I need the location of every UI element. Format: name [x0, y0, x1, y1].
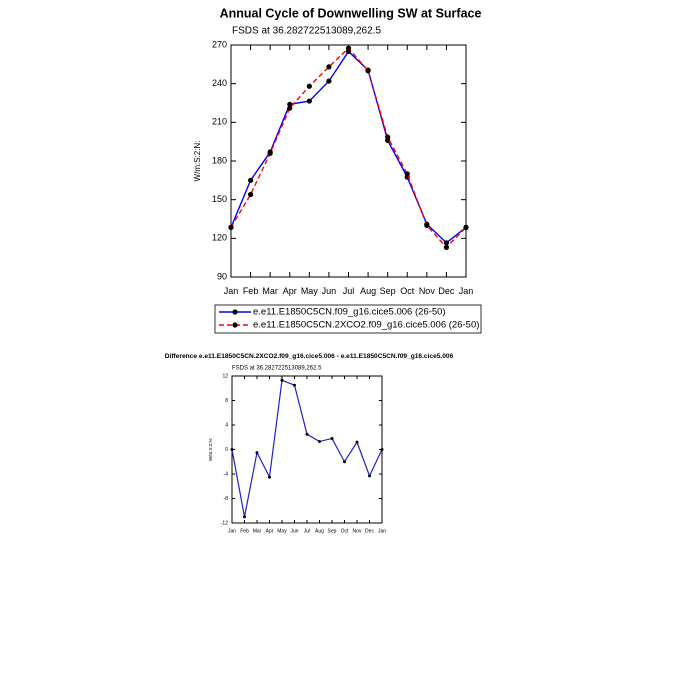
x-tick-label: Apr: [266, 528, 274, 534]
x-tick-label: Oct: [341, 528, 349, 534]
chart-title: Annual Cycle of Downwelling SW at Surfac…: [220, 6, 482, 20]
data-point: [268, 475, 271, 479]
data-point: [287, 105, 293, 111]
chart-subtitle: FSDS at 36.282722513089,262.5: [232, 26, 381, 37]
x-tick-label: Jul: [343, 286, 355, 296]
y-axis-label: W/m:S:2:N:: [193, 141, 202, 182]
legend-label: e.e11.E1850C5CN.f09_g16.cice5.006 (26-50…: [253, 307, 446, 318]
x-tick-label: Jun: [322, 286, 337, 296]
x-tick-label: Mar: [262, 286, 278, 296]
x-tick-label: Jan: [224, 286, 239, 296]
data-point: [443, 240, 450, 246]
y-tick-label: -4: [224, 471, 229, 477]
data-point: [280, 378, 284, 382]
data-point: [243, 515, 246, 519]
y-tick-label: 12: [222, 373, 228, 379]
x-tick-label: Oct: [400, 286, 415, 296]
y-tick-label: 240: [212, 78, 227, 88]
y-tick-label: 8: [225, 398, 228, 404]
data-point: [463, 224, 469, 230]
y-tick-label: 0: [225, 447, 228, 453]
data-point: [247, 191, 254, 198]
data-point: [318, 440, 321, 444]
series-line: [231, 379, 383, 517]
y-tick-label: 4: [225, 422, 228, 428]
data-point: [287, 101, 293, 107]
legend-label: e.e11.E1850C5CN.2XCO2.f09_g16.cice5.006 …: [253, 320, 479, 331]
data-point: [443, 244, 450, 250]
data-point: [326, 64, 332, 70]
x-tick-label: Jan: [459, 286, 474, 296]
x-tick-label: Dec: [365, 528, 374, 534]
x-tick-label: Jun: [290, 528, 298, 534]
x-tick-label: Aug: [360, 286, 376, 296]
data-point: [385, 134, 391, 140]
data-point: [404, 171, 410, 177]
x-tick-label: Nov: [353, 528, 362, 534]
x-tick-label: Sep: [380, 286, 396, 296]
data-point: [326, 78, 332, 84]
data-point: [267, 150, 273, 156]
data-point: [424, 222, 430, 229]
x-tick-label: Mar: [253, 528, 262, 534]
x-tick-label: Dec: [438, 286, 455, 296]
y-tick-label: 90: [217, 271, 227, 281]
data-point: [368, 474, 371, 478]
x-tick-label: Jan: [378, 528, 386, 534]
data-point: [365, 68, 371, 74]
x-tick-label: May: [277, 528, 287, 534]
x-tick-label: Feb: [240, 528, 249, 534]
data-point: [355, 440, 359, 444]
data-point: [230, 448, 234, 451]
x-tick-label: Nov: [419, 286, 436, 296]
legend-marker: [232, 322, 238, 328]
y-tick-label: 270: [212, 39, 227, 49]
data-point: [306, 83, 312, 89]
chart-title: Difference e.e11.E1850C5CN.2XCO2.f09_g16…: [165, 353, 454, 360]
y-axis-label: W/m:S:2:N:: [208, 438, 213, 461]
data-point: [305, 432, 309, 436]
y-tick-label: 150: [212, 194, 227, 204]
x-tick-label: Sep: [328, 528, 337, 534]
series-line: [230, 50, 467, 244]
legend-box: [214, 304, 482, 334]
x-tick-label: Feb: [243, 286, 259, 296]
x-tick-label: Jul: [304, 528, 310, 534]
data-point: [330, 436, 334, 440]
y-tick-label: 180: [212, 155, 227, 165]
series-line: [230, 47, 467, 249]
y-tick-label: -8: [224, 496, 229, 502]
data-point: [380, 448, 384, 451]
y-tick-label: 120: [212, 233, 227, 243]
y-tick-label: 210: [212, 117, 227, 127]
x-tick-label: Apr: [283, 286, 297, 296]
data-point: [228, 224, 234, 230]
data-point: [343, 460, 346, 464]
legend-marker: [232, 309, 238, 315]
x-tick-label: Aug: [315, 528, 324, 534]
data-point: [345, 45, 352, 51]
chart-subtitle: FSDS at 36.282722513089,262.5: [232, 366, 322, 372]
data-point: [247, 177, 254, 183]
x-tick-label: May: [301, 286, 319, 296]
data-point: [293, 383, 296, 387]
x-tick-label: Jan: [228, 528, 236, 534]
y-tick-label: -12: [221, 520, 228, 526]
data-point: [255, 451, 259, 455]
data-point: [306, 98, 312, 104]
